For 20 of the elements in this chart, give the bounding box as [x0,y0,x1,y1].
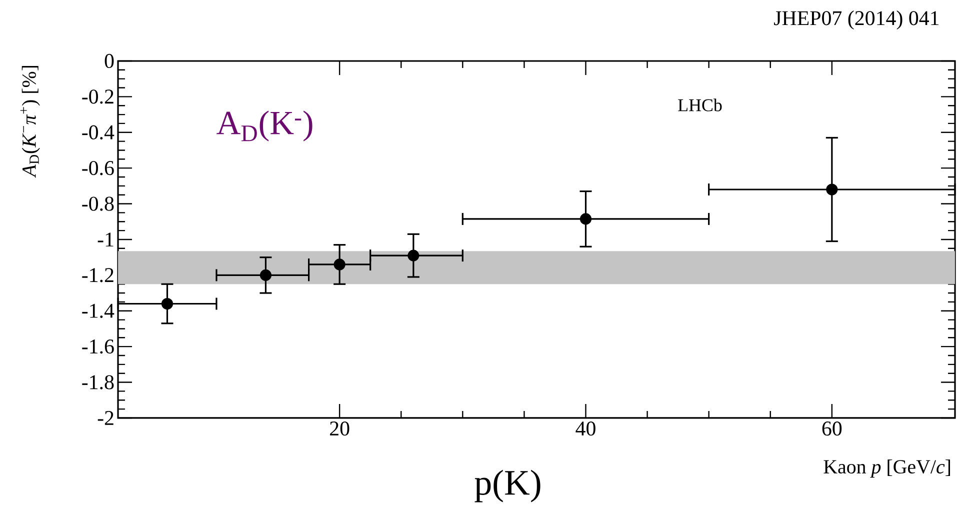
y-tick-label: -0.2 [82,90,114,104]
y-tick-label: -1.6 [82,340,114,354]
text: JHEP07 (2014) 041 [774,10,939,30]
y-tick-label: -1.2 [82,268,114,282]
y-tick-label: -0.4 [82,125,114,140]
y-tick-label: -2 [98,411,114,425]
x-tick-label: 40 [576,422,596,436]
y-tick-label: -1.8 [82,375,114,390]
x-axis-title: Kaon p [GeV/c] [824,460,950,478]
annotation: LHCb [678,98,722,112]
annotation: A$_{D}$(K$^{-}$) [216,110,312,142]
x-tick-label: 20 [330,422,350,436]
y-tick-label: -0.8 [82,196,114,211]
text: p(K) [474,470,540,502]
y-tick-label: -1.4 [82,304,114,318]
y-tick-label: -0.6 [82,160,114,176]
y-axis-title: A$_{D}$(K$^{−}$π$^{+}$) [%] [20,66,40,178]
y-tick-label: -1 [98,232,114,246]
x-tick-label: 60 [822,422,842,436]
y-tick-label: 0 [104,54,114,68]
